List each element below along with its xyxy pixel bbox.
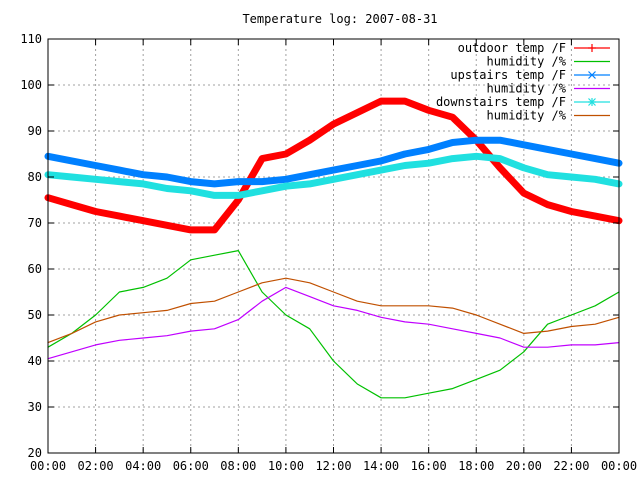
series-line-1 — [47, 250, 620, 399]
series-line-5 — [47, 277, 620, 344]
series-lines — [44, 97, 623, 399]
legend-label: humidity /% — [487, 109, 567, 123]
x-tick-label: 02:00 — [78, 459, 114, 473]
y-tick-label: 60 — [28, 262, 42, 276]
chart-title: Temperature log: 2007-08-31 — [242, 12, 437, 26]
x-tick-label: 14:00 — [363, 459, 399, 473]
y-tick-label: 110 — [20, 32, 42, 46]
y-tick-label: 80 — [28, 170, 42, 184]
x-tick-label: 00:00 — [30, 459, 66, 473]
axis-ticks: 20 30 40 50 60 70 80 90 100 110 00:00 02:00 04:00 06:… — [20, 32, 637, 473]
legend-marker-d2 — [588, 98, 596, 106]
legend-label: humidity /% — [487, 55, 567, 69]
series-line-2 — [44, 136, 623, 188]
y-tick-label: 100 — [20, 78, 42, 92]
series-line-0 — [44, 97, 623, 234]
x-tick-label: 16:00 — [411, 459, 447, 473]
y-tick-label: 90 — [28, 124, 42, 138]
x-tick-label: 20:00 — [506, 459, 542, 473]
x-tick-label: 08:00 — [220, 459, 256, 473]
legend-label: outdoor temp /F — [458, 41, 566, 55]
y-tick-label: 50 — [28, 308, 42, 322]
legend-label: downstairs temp /F — [436, 95, 566, 109]
series-line-3 — [47, 286, 620, 360]
x-tick-label: 06:00 — [173, 459, 209, 473]
x-tick-label: 04:00 — [125, 459, 161, 473]
y-tick-label: 40 — [28, 354, 42, 368]
x-tick-label: 18:00 — [458, 459, 494, 473]
y-tick-label: 20 — [28, 446, 42, 460]
legend-label: humidity /% — [487, 82, 567, 96]
legend-marker-d2 — [588, 71, 596, 79]
y-tick-label: 30 — [28, 400, 42, 414]
x-tick-label: 00:00 — [601, 459, 637, 473]
series-line-4 — [44, 152, 623, 199]
y-tick-label: 70 — [28, 216, 42, 230]
x-tick-label: 10:00 — [268, 459, 304, 473]
x-tick-label: 22:00 — [553, 459, 589, 473]
x-tick-label: 12:00 — [315, 459, 351, 473]
legend-label: upstairs temp /F — [450, 68, 566, 82]
